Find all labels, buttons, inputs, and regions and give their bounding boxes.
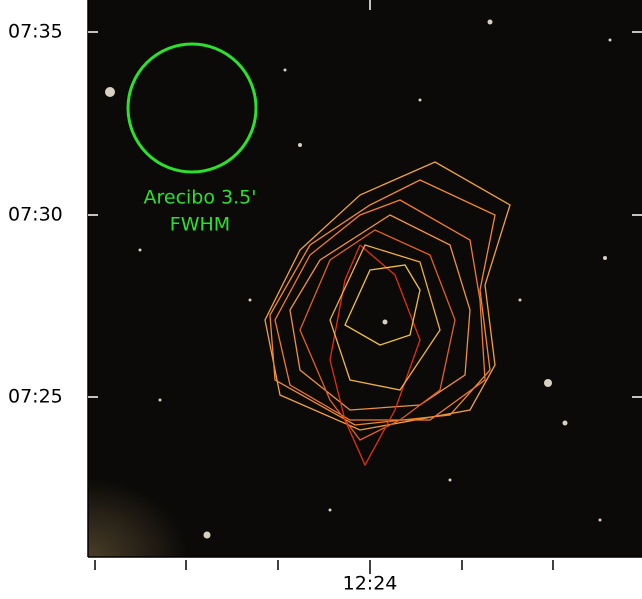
y-label: 07:25 [8,386,63,408]
y-label: 07:30 [8,204,63,226]
galaxy-glow [88,400,288,557]
stars [105,19,612,539]
contours [264,161,511,467]
annotation-line1: Arecibo 3.5' [144,187,257,209]
annotation-line2: FWHM [170,214,230,236]
x-label: 12:24 [343,573,398,595]
y-label: 07:35 [8,21,63,43]
beam-circle [126,42,258,174]
axis-ticks [87,0,642,574]
